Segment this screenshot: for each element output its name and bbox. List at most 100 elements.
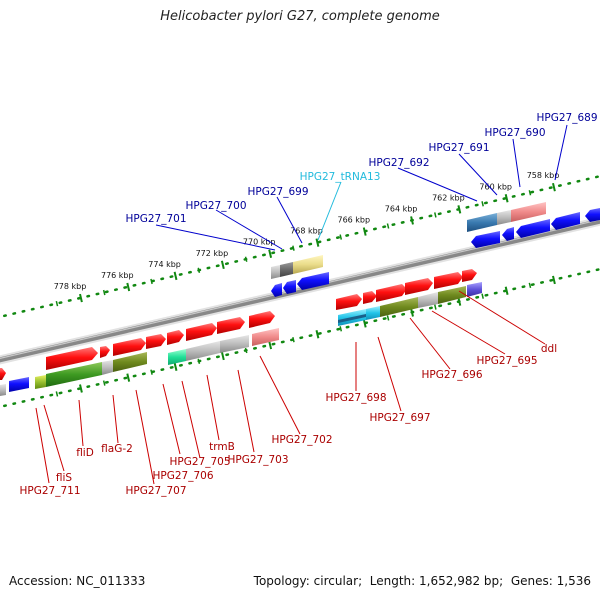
gene-feature[interactable] [271, 265, 280, 279]
gene-feature[interactable] [434, 272, 463, 289]
gene-label[interactable]: HPG27_699 [247, 186, 308, 198]
gene-feature[interactable] [462, 269, 477, 282]
gene-feature[interactable] [271, 283, 282, 297]
ruler-ticks [55, 182, 556, 397]
gene-label[interactable]: ddl [541, 343, 557, 355]
gene-label[interactable]: HPG27_697 [369, 412, 430, 424]
gene-feature[interactable] [113, 352, 147, 372]
gene-feature[interactable] [497, 210, 511, 225]
gene-label[interactable]: HPG27_706 [152, 470, 213, 482]
ruler-tick [552, 182, 556, 192]
gene-feature[interactable] [113, 338, 146, 356]
ruler-tick [244, 256, 248, 262]
gene-feature[interactable] [418, 292, 438, 308]
gene-label[interactable]: HPG27_700 [185, 200, 246, 212]
gene-label[interactable]: HPG27_690 [484, 127, 545, 139]
accession-value: NC_011333 [76, 574, 146, 588]
ruler-tick [457, 205, 462, 214]
gene-label[interactable]: HPG27_698 [325, 392, 386, 404]
gene-label[interactable]: HPG27_691 [428, 142, 489, 154]
gene-feature[interactable] [366, 306, 380, 320]
gene-feature[interactable] [167, 330, 184, 345]
ruler-tick [150, 369, 153, 375]
gene-feature[interactable] [168, 349, 186, 365]
gene-feature[interactable] [585, 208, 600, 222]
gene-feature[interactable] [280, 262, 293, 277]
gene-feature[interactable] [551, 212, 580, 230]
map-title: Helicobacter pylori G27, complete genome [160, 9, 440, 24]
gene-feature[interactable] [516, 219, 550, 238]
gene-feature[interactable] [438, 286, 466, 304]
inner-ruler [0, 267, 600, 409]
gene-feature[interactable] [35, 375, 46, 389]
gene-label[interactable]: HPG27_707 [125, 485, 186, 497]
ruler-tick [268, 249, 273, 258]
gene-feature[interactable] [467, 213, 497, 232]
gene-label[interactable]: trmB [209, 441, 235, 453]
genome-summary: Topology: circular; Length: 1,652,982 bp… [253, 574, 591, 588]
gene-feature[interactable] [380, 297, 418, 317]
gene-feature[interactable] [217, 317, 245, 334]
gene-feature[interactable] [249, 311, 275, 328]
gene-feature[interactable] [146, 334, 166, 349]
gene-label[interactable]: HPG27_705 [169, 456, 230, 468]
gene-label[interactable]: HPG27_696 [421, 369, 482, 381]
gene-feature[interactable] [502, 227, 514, 241]
gene-feature[interactable] [9, 377, 29, 392]
ruler-tick [362, 319, 367, 328]
ruler-tick [339, 234, 343, 240]
outer-ruler [0, 174, 600, 319]
ruler-tick [410, 216, 414, 225]
ruler-tick [79, 293, 83, 303]
gene-feature[interactable] [220, 335, 249, 353]
trna-label[interactable]: HPG27_tRNA13 [300, 171, 381, 183]
topology-value: circular [313, 574, 359, 588]
gene-feature[interactable] [100, 346, 110, 358]
gene-feature[interactable] [297, 272, 329, 290]
gene-label[interactable]: HPG27_711 [19, 485, 80, 497]
gene-label[interactable]: HPG27_689 [536, 112, 597, 124]
gene-feature[interactable] [293, 255, 323, 274]
gene-label[interactable]: fliS [56, 472, 73, 484]
gene-feature[interactable] [46, 347, 98, 370]
top-gene-labels: HPG27_689 HPG27_690 HPG27_691 HPG27_692 … [125, 112, 597, 225]
length-label: Length: [369, 574, 416, 588]
ruler-tick [481, 293, 484, 299]
genome-backbone-highlight [0, 219, 600, 359]
gene-feature[interactable] [186, 341, 220, 361]
ruler-tick [268, 340, 273, 350]
gene-label[interactable]: HPG27_695 [476, 355, 537, 367]
gene-feature[interactable] [338, 314, 366, 323]
gene-label[interactable]: HPG27_692 [368, 157, 429, 169]
gene-feature[interactable] [363, 291, 377, 304]
gene-feature[interactable] [376, 284, 407, 302]
gene-label[interactable]: flaG-2 [101, 443, 133, 455]
ruler-tick [339, 326, 343, 332]
ruler-tick [173, 271, 178, 281]
ruler-tick [410, 308, 414, 317]
gene-feature[interactable] [252, 328, 279, 346]
ruler-tick [126, 282, 131, 292]
gene-feature[interactable] [511, 202, 546, 222]
gene-label[interactable]: HPG27_701 [125, 213, 186, 225]
gene-label[interactable]: HPG27_702 [271, 434, 332, 446]
gene-feature[interactable] [405, 278, 433, 295]
gene-feature[interactable] [471, 231, 500, 248]
leader-lines [35, 124, 568, 485]
gene-label[interactable]: fliD [76, 447, 94, 459]
gene-feature[interactable] [102, 360, 113, 375]
gene-feature[interactable] [186, 323, 217, 341]
gene-feature[interactable] [0, 384, 6, 396]
gene-feature[interactable] [46, 362, 102, 387]
gene-feature[interactable] [0, 368, 6, 380]
gene-label[interactable]: HPG27_703 [227, 454, 288, 466]
reverse-strand-features [271, 202, 600, 297]
ruler-tick-label: 758 kbp [527, 171, 560, 180]
gene-feature[interactable] [336, 294, 362, 310]
ruler-tick [457, 297, 462, 306]
ruler-tick [102, 380, 106, 386]
gene-feature[interactable] [283, 280, 296, 294]
gene-feature[interactable] [467, 282, 482, 297]
ruler-tick [481, 201, 484, 207]
